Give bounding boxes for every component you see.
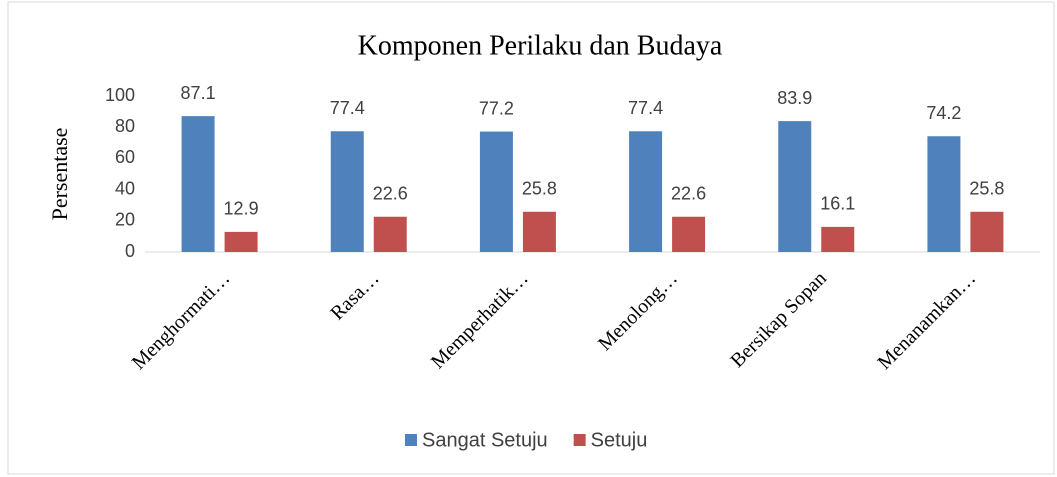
bar [927,136,961,252]
bar [522,211,556,252]
y-tick-label: 60 [115,147,135,167]
data-label: 25.8 [969,179,1004,199]
data-label: 77.4 [330,98,365,118]
bar [330,131,364,252]
y-axis-label: Persentase [47,128,72,221]
bar [479,131,513,252]
bar [181,116,215,253]
bar [778,121,812,252]
bar [373,216,407,252]
data-label: 77.4 [628,98,663,118]
bar [629,131,663,252]
bar [970,211,1004,252]
bar [672,216,706,252]
y-tick-label: 20 [115,210,135,230]
bar [224,231,258,252]
y-tick-label: 100 [105,85,135,105]
chart-title: Komponen Perilaku dan Budaya [358,30,723,61]
data-label: 25.8 [522,179,557,199]
bar [821,226,855,252]
data-label: 16.1 [820,194,855,214]
data-label: 74.2 [926,103,961,123]
data-label: 12.9 [224,199,259,219]
data-label: 87.1 [181,83,216,103]
data-label: 22.6 [373,183,408,203]
data-label: 77.2 [479,98,514,118]
legend-swatch [405,434,417,446]
data-label: 83.9 [777,88,812,108]
legend-label: Sangat Setuju [422,429,548,451]
y-tick-label: 0 [125,241,135,261]
y-tick-label: 80 [115,116,135,136]
data-label: 22.6 [671,183,706,203]
legend-swatch [573,434,586,446]
y-tick-label: 40 [115,178,135,198]
legend-label: Setuju [591,429,648,451]
